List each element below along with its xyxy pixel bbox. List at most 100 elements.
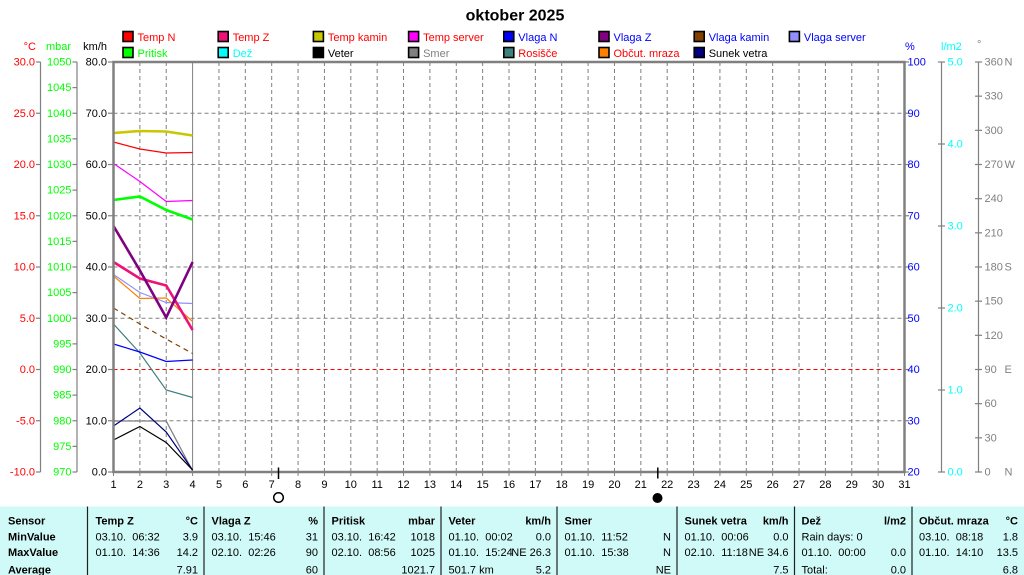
svg-text:0.0: 0.0 <box>773 532 788 544</box>
svg-text:Average: Average <box>8 565 51 575</box>
svg-text:mbar: mbar <box>408 516 436 528</box>
svg-text:Dež: Dež <box>233 48 253 60</box>
svg-text:120: 120 <box>985 330 1003 342</box>
svg-text:30: 30 <box>908 415 920 427</box>
svg-text:Smer: Smer <box>565 516 593 528</box>
svg-text:4.0: 4.0 <box>948 139 963 151</box>
svg-text:Vlaga N: Vlaga N <box>518 32 557 44</box>
svg-text:0.0: 0.0 <box>92 467 107 479</box>
svg-text:Temp server: Temp server <box>423 32 484 44</box>
svg-text:11: 11 <box>371 479 382 491</box>
svg-text:1000: 1000 <box>47 313 71 325</box>
svg-text:03.10. 16:42: 03.10. 16:42 <box>332 532 396 544</box>
svg-text:30.0: 30.0 <box>14 57 35 69</box>
svg-text:970: 970 <box>53 467 71 479</box>
svg-text:10.0: 10.0 <box>14 262 35 274</box>
svg-text:Vlaga Z: Vlaga Z <box>614 32 652 44</box>
svg-text:60.0: 60.0 <box>86 159 107 171</box>
svg-text:20.0: 20.0 <box>14 159 35 171</box>
svg-text:30: 30 <box>872 479 884 491</box>
svg-text:01.10. 15:38: 01.10. 15:38 <box>565 547 629 559</box>
svg-text:1045: 1045 <box>47 82 71 94</box>
svg-text:25.0: 25.0 <box>14 108 35 120</box>
svg-text:360: 360 <box>985 57 1003 69</box>
svg-text:3.0: 3.0 <box>948 221 963 233</box>
svg-text:N: N <box>1005 57 1013 69</box>
svg-text:20.0: 20.0 <box>86 364 107 376</box>
svg-text:%: % <box>905 41 915 53</box>
svg-text:14: 14 <box>450 479 462 491</box>
svg-text:1020: 1020 <box>47 210 71 222</box>
svg-text:30.0: 30.0 <box>86 313 107 325</box>
svg-text:17: 17 <box>529 479 541 491</box>
svg-text:23: 23 <box>687 479 699 491</box>
svg-text:0: 0 <box>985 467 991 479</box>
svg-text:501.7 km: 501.7 km <box>449 565 494 575</box>
svg-text:9: 9 <box>321 479 327 491</box>
svg-text:10: 10 <box>345 479 357 491</box>
svg-text:0.0: 0.0 <box>20 364 35 376</box>
svg-text:210: 210 <box>985 227 1003 239</box>
svg-text:100: 100 <box>908 57 926 69</box>
svg-text:60: 60 <box>306 565 318 575</box>
svg-text:03.10. 15:46: 03.10. 15:46 <box>212 532 276 544</box>
svg-text:70.0: 70.0 <box>86 108 107 120</box>
svg-text:Temp N: Temp N <box>138 32 176 44</box>
svg-text:4: 4 <box>190 479 196 491</box>
svg-text:km/h: km/h <box>763 516 789 528</box>
svg-text:%: % <box>308 516 318 528</box>
svg-text:50: 50 <box>908 313 920 325</box>
svg-text:1050: 1050 <box>47 57 71 69</box>
svg-text:80.0: 80.0 <box>86 57 107 69</box>
svg-text:km/h: km/h <box>525 516 551 528</box>
svg-text:NE 34.6: NE 34.6 <box>749 547 789 559</box>
svg-text:2: 2 <box>137 479 143 491</box>
svg-text:12: 12 <box>397 479 409 491</box>
svg-text:02.10. 08:56: 02.10. 08:56 <box>332 547 396 559</box>
svg-text:1005: 1005 <box>47 287 71 299</box>
svg-text:Temp Z: Temp Z <box>233 32 270 44</box>
svg-text:20: 20 <box>608 479 620 491</box>
svg-text:01.10. 00:02: 01.10. 00:02 <box>449 532 513 544</box>
svg-text:5.2: 5.2 <box>536 565 551 575</box>
svg-text:40.0: 40.0 <box>86 262 107 274</box>
svg-text:km/h: km/h <box>83 41 107 53</box>
svg-text:Sunek vetra: Sunek vetra <box>709 48 769 60</box>
svg-text:50.0: 50.0 <box>86 210 107 222</box>
svg-text:oktober 2025: oktober 2025 <box>466 8 565 25</box>
svg-text:3.9: 3.9 <box>183 532 198 544</box>
svg-text:03.10. 06:32: 03.10. 06:32 <box>96 532 160 544</box>
svg-text:Total:: Total: <box>802 565 828 575</box>
svg-text:995: 995 <box>53 338 71 350</box>
svg-text:01.10. 00:06: 01.10. 00:06 <box>685 532 749 544</box>
svg-text:980: 980 <box>53 415 71 427</box>
svg-text:Dež: Dež <box>802 516 822 528</box>
svg-text:13: 13 <box>424 479 436 491</box>
svg-text:5.0: 5.0 <box>20 313 35 325</box>
svg-text:18: 18 <box>556 479 568 491</box>
svg-text:40: 40 <box>908 364 920 376</box>
svg-text:8: 8 <box>295 479 301 491</box>
svg-text:Rain days: 0: Rain days: 0 <box>802 532 863 544</box>
svg-text:03.10. 08:18: 03.10. 08:18 <box>919 532 983 544</box>
svg-text:Rosišče: Rosišče <box>518 48 557 60</box>
svg-text:990: 990 <box>53 364 71 376</box>
svg-text:01.10. 14:10: 01.10. 14:10 <box>919 547 983 559</box>
svg-text:1025: 1025 <box>47 185 71 197</box>
svg-text:Pritisk: Pritisk <box>138 48 168 60</box>
svg-text:10.0: 10.0 <box>86 415 107 427</box>
svg-text:Vlaga server: Vlaga server <box>804 32 866 44</box>
svg-text:N: N <box>663 547 671 559</box>
svg-text:1018: 1018 <box>411 532 435 544</box>
svg-text:15.0: 15.0 <box>14 210 35 222</box>
svg-text:1.0: 1.0 <box>948 385 963 397</box>
svg-text:90: 90 <box>985 364 997 376</box>
svg-text:0.0: 0.0 <box>948 467 963 479</box>
svg-text:31: 31 <box>898 479 910 491</box>
svg-text:01.10. 14:36: 01.10. 14:36 <box>96 547 160 559</box>
svg-text:Pritisk: Pritisk <box>332 516 367 528</box>
svg-text:°C: °C <box>186 516 198 528</box>
svg-text:Smer: Smer <box>423 48 450 60</box>
svg-text:90: 90 <box>908 108 920 120</box>
svg-text:01.10. 15:24: 01.10. 15:24 <box>449 547 513 559</box>
